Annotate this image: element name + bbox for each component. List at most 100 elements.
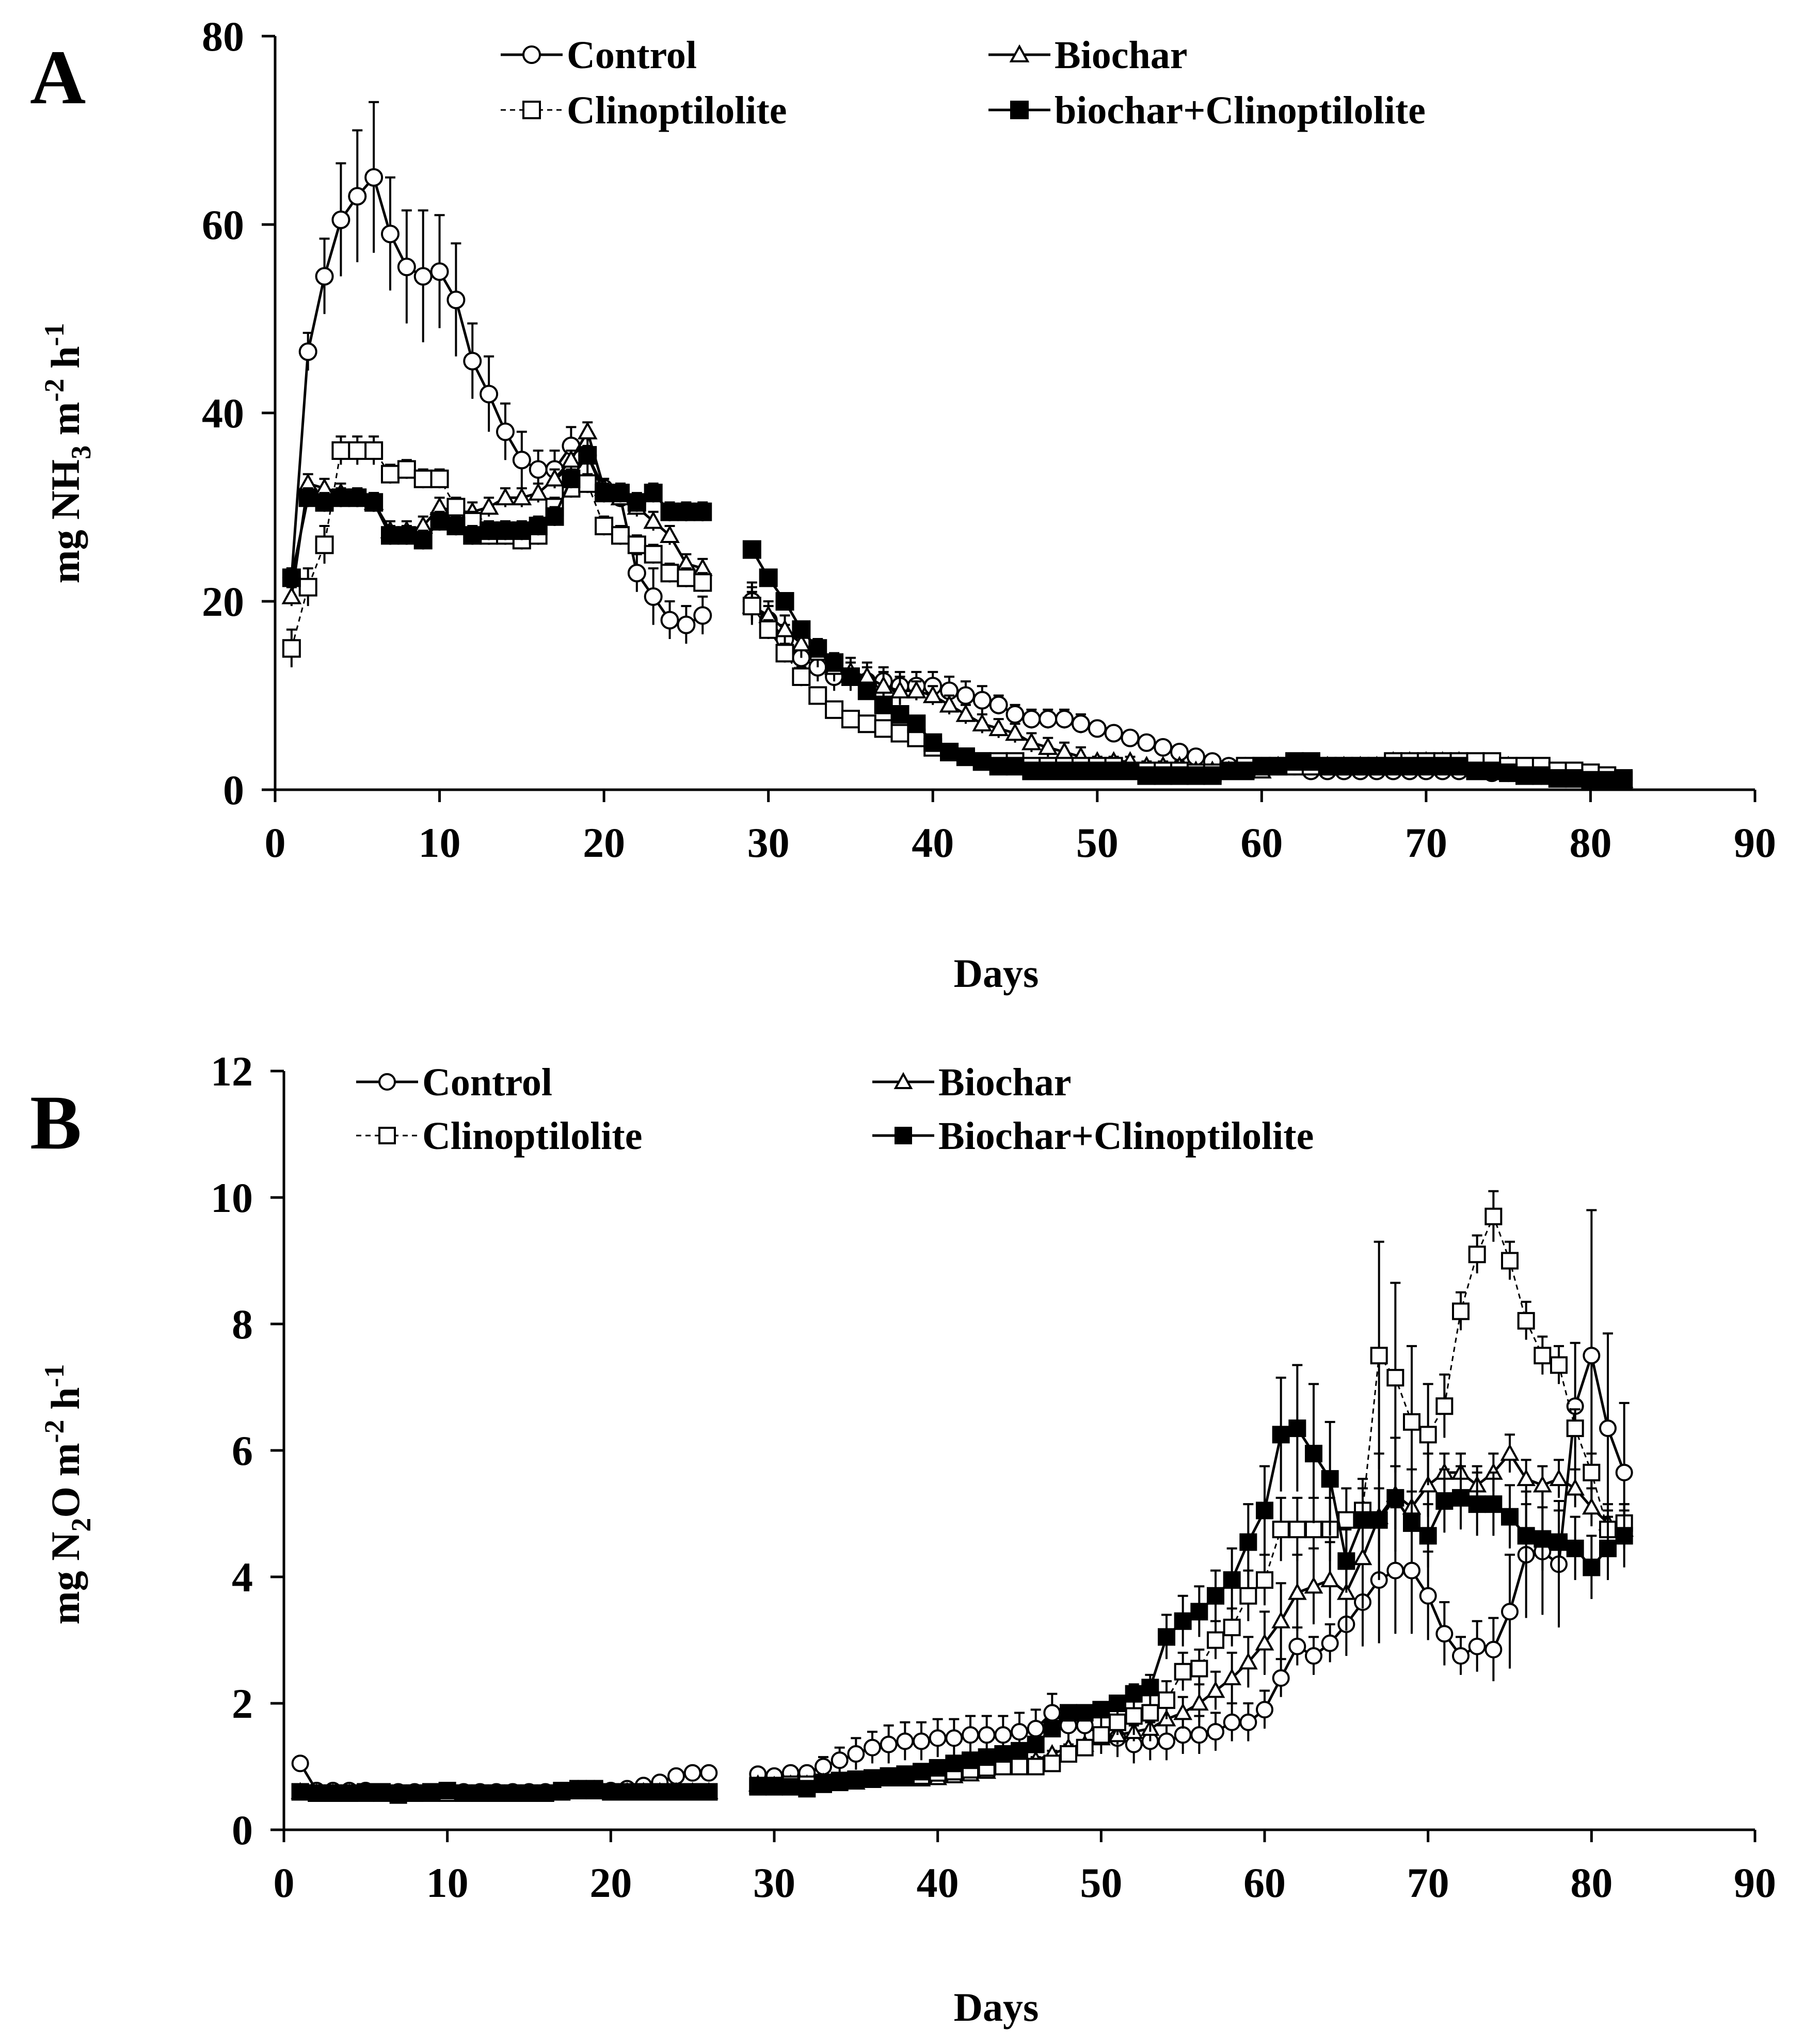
panel-a-data-point bbox=[1022, 710, 1041, 729]
panel-a-data-point bbox=[1334, 757, 1353, 776]
panel-a-legend-marker bbox=[522, 101, 541, 119]
panel-b-data-point bbox=[1534, 1347, 1552, 1365]
panel-b-data-point bbox=[683, 1783, 701, 1801]
panel-a-x-tick-label: 60 bbox=[1240, 819, 1283, 866]
panel-b-data-point bbox=[864, 1738, 881, 1756]
panel-b-series-3 bbox=[291, 1364, 1633, 1804]
panel-a-data-point bbox=[825, 653, 844, 672]
panel-a-data-point bbox=[874, 695, 893, 714]
panel-a-data-point bbox=[512, 451, 531, 470]
panel-b-data-point bbox=[1452, 1647, 1470, 1665]
panel-a-data-point bbox=[561, 450, 581, 468]
panel-a-data-point bbox=[890, 705, 909, 724]
panel-a-data-point bbox=[430, 469, 449, 488]
panel-a-data-point bbox=[693, 502, 712, 521]
panel-b-x-tick-label: 0 bbox=[274, 1859, 295, 1906]
panel-a-data-point bbox=[939, 694, 960, 713]
panel-a-data-point bbox=[890, 680, 910, 699]
panel-b-data-point bbox=[1109, 1695, 1126, 1712]
panel-b-data-point bbox=[847, 1770, 865, 1788]
panel-a-data-point bbox=[1137, 766, 1156, 785]
panel-b-data-point bbox=[1239, 1587, 1257, 1605]
panel-a-data-point bbox=[1301, 752, 1320, 771]
panel-a-data-point bbox=[644, 545, 663, 564]
panel-b-data-point bbox=[1272, 1426, 1290, 1444]
panel-b-data-point bbox=[1223, 1713, 1241, 1731]
panel-a-data-point bbox=[446, 498, 466, 517]
panel-a-data-point bbox=[1598, 771, 1617, 790]
panel-a-data-point bbox=[660, 611, 679, 630]
panel-b-data-point bbox=[1141, 1704, 1159, 1722]
panel-a-legend-label: Clinoptilolite bbox=[567, 89, 787, 132]
panel-a-data-point bbox=[906, 680, 927, 699]
panel-b-data-point bbox=[831, 1751, 849, 1769]
panel-a-data-point bbox=[1482, 761, 1502, 780]
panel-b-data-point bbox=[1501, 1603, 1519, 1621]
panel-b-data-point bbox=[536, 1784, 554, 1802]
panel-b-data-point bbox=[1549, 1469, 1569, 1487]
panel-a-legend-marker bbox=[1009, 44, 1030, 62]
panel-b-data-point bbox=[880, 1735, 898, 1753]
panel-b-data-point bbox=[1386, 1369, 1404, 1387]
panel-a-data-point bbox=[1039, 761, 1058, 780]
panel-b-data-point bbox=[1027, 1735, 1045, 1753]
panel-a-data-point bbox=[1121, 728, 1140, 747]
panel-a-x-tick-label: 40 bbox=[912, 819, 954, 866]
panel-a-data-point bbox=[413, 469, 433, 488]
panel-a-data-point bbox=[348, 187, 367, 206]
panel-b-data-point bbox=[455, 1784, 473, 1802]
panel-b-data-point bbox=[1403, 1561, 1420, 1579]
panel-a-data-point bbox=[775, 592, 794, 611]
panel-b-data-point bbox=[1011, 1742, 1028, 1760]
panel-b-legend-label: Biochar+Clinoptilolite bbox=[938, 1114, 1314, 1158]
panel-b-data-point bbox=[978, 1748, 996, 1766]
panel-b-data-point bbox=[978, 1726, 996, 1744]
panel-a-data-point bbox=[512, 521, 531, 540]
panel-b-data-point bbox=[962, 1751, 979, 1769]
panel-a-data-point bbox=[1548, 769, 1567, 788]
panel-a-data-point bbox=[1466, 761, 1485, 780]
panel-b-data-point bbox=[406, 1784, 424, 1802]
panel-b-data-point bbox=[1174, 1663, 1192, 1681]
panel-b-data-point bbox=[1222, 1668, 1242, 1685]
panel-b-data-point bbox=[815, 1775, 832, 1793]
panel-a-data-point bbox=[480, 521, 499, 540]
panel-b-y-tick-label: 4 bbox=[232, 1554, 253, 1601]
panel-b-data-point bbox=[520, 1784, 538, 1802]
panel-a-data-point bbox=[545, 468, 565, 487]
panel-b-data-point bbox=[1173, 1703, 1193, 1720]
panel-b-data-point bbox=[1386, 1489, 1404, 1507]
panel-b-data-point bbox=[1223, 1619, 1241, 1636]
panel-a-legend-label: Biochar bbox=[1055, 34, 1188, 77]
panel-a-data-point bbox=[1515, 766, 1535, 785]
panel-b-data-point bbox=[1484, 1207, 1503, 1225]
panel-b-legend-marker bbox=[378, 1073, 396, 1091]
panel-a-data-point bbox=[1071, 761, 1090, 780]
panel-b-data-point bbox=[1288, 1637, 1306, 1655]
panel-b-data-point bbox=[1027, 1758, 1045, 1776]
panel-b-data-point bbox=[1190, 1603, 1208, 1621]
panel-a-data-point bbox=[1005, 723, 1025, 741]
panel-b-data-point bbox=[1419, 1587, 1437, 1605]
panel-a-data-point bbox=[808, 686, 827, 705]
panel-b-data-point bbox=[1207, 1587, 1224, 1605]
panel-b-data-point bbox=[438, 1782, 456, 1800]
panel-a-data-point bbox=[1614, 771, 1633, 790]
panel-b-x-tick-label: 50 bbox=[1080, 1859, 1122, 1906]
panel-a-data-point bbox=[841, 667, 860, 686]
panel-b-label: B bbox=[30, 1080, 82, 1165]
panel-a-data-point bbox=[759, 568, 778, 587]
panel-b-data-point bbox=[847, 1745, 865, 1763]
panel-a-y-tick-label: 0 bbox=[223, 766, 244, 813]
panel-a-legend-marker bbox=[1010, 101, 1029, 119]
panel-a-data-point bbox=[1400, 757, 1419, 776]
panel-b-data-point bbox=[585, 1780, 603, 1798]
panel-b-data-point bbox=[1468, 1245, 1486, 1264]
panel-a-data-point bbox=[364, 441, 384, 460]
panel-a-data-point bbox=[989, 757, 1008, 776]
panel-a-data-point bbox=[463, 352, 482, 371]
panel-a-data-point bbox=[578, 474, 597, 493]
panel-a-data-point bbox=[1384, 757, 1403, 776]
panel-b-legend-item: Control bbox=[356, 1061, 552, 1104]
